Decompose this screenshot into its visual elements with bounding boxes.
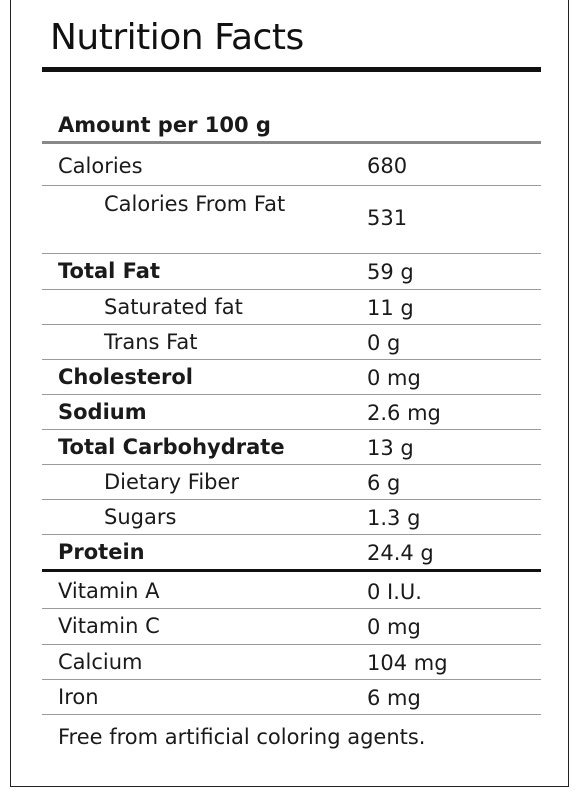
nutrient-value: 6 g: [367, 471, 401, 495]
nutrient-value: 680: [367, 154, 408, 178]
nutrient-name: Calories: [58, 154, 143, 178]
nutrient-table: Calories 680 Calories From Fat 531 Total…: [42, 144, 541, 715]
nutrient-row-calcium: Calcium 104 mg: [42, 645, 541, 680]
nutrient-row-total-fat: Total Fat 59 g: [42, 254, 541, 290]
nutrient-value: 24.4 g: [367, 541, 434, 565]
nutrient-row-sodium: Sodium 2.6 mg: [42, 395, 541, 430]
nutrient-name: Vitamin C: [58, 614, 160, 638]
nutrient-row-iron: Iron 6 mg: [42, 680, 541, 715]
nutrient-value: 0 I.U.: [367, 580, 422, 604]
nutrient-row-vitamin-a: Vitamin A 0 I.U.: [42, 572, 541, 609]
nutrition-label-border: [10, 0, 569, 787]
nutrient-name: Iron: [58, 685, 99, 709]
nutrient-value: 2.6 mg: [367, 401, 441, 425]
nutrient-row-calories-from-fat: Calories From Fat 531: [42, 186, 541, 254]
nutrient-name: Saturated fat: [104, 295, 243, 319]
amount-divider: [42, 141, 541, 144]
nutrient-row-trans-fat: Trans Fat 0 g: [42, 325, 541, 360]
nutrient-name: Trans Fat: [104, 330, 198, 354]
title-divider: [42, 67, 541, 72]
nutrient-value: 11 g: [367, 296, 414, 320]
nutrient-row-total-carbohydrate: Total Carbohydrate 13 g: [42, 430, 541, 465]
nutrient-name: Protein: [58, 540, 145, 564]
nutrient-name: Total Fat: [58, 259, 161, 283]
nutrient-name: Dietary Fiber: [104, 470, 240, 494]
nutrient-name: Calcium: [58, 650, 143, 674]
serving-amount: Amount per 100 g: [58, 113, 271, 137]
nutrient-name: Calories From Fat: [104, 192, 286, 216]
nutrient-row-calories: Calories 680: [42, 144, 541, 186]
label-title: Nutrition Facts: [50, 17, 304, 58]
nutrient-name: Vitamin A: [58, 579, 160, 603]
nutrient-name: Total Carbohydrate: [58, 435, 285, 459]
nutrient-value: 0 mg: [367, 366, 421, 390]
nutrient-value: 531: [367, 206, 408, 230]
nutrient-name: Sodium: [58, 400, 147, 424]
nutrient-value: 0 g: [367, 331, 401, 355]
nutrient-value: 6 mg: [367, 686, 421, 710]
nutrient-row-dietary-fiber: Dietary Fiber 6 g: [42, 465, 541, 500]
nutrient-row-vitamin-c: Vitamin C 0 mg: [42, 609, 541, 645]
nutrient-row-saturated-fat: Saturated fat 11 g: [42, 290, 541, 325]
nutrient-value: 13 g: [367, 436, 414, 460]
nutrient-name: Sugars: [104, 505, 177, 529]
nutrient-name: Cholesterol: [58, 365, 193, 389]
nutrient-row-cholesterol: Cholesterol 0 mg: [42, 360, 541, 395]
nutrient-row-sugars: Sugars 1.3 g: [42, 500, 541, 535]
nutrient-row-protein: Protein 24.4 g: [42, 535, 541, 572]
nutrient-value: 59 g: [367, 260, 414, 284]
footnote-text: Free from artificial coloring agents.: [58, 725, 426, 749]
nutrient-value: 0 mg: [367, 615, 421, 639]
nutrient-value: 104 mg: [367, 651, 448, 675]
nutrient-value: 1.3 g: [367, 506, 421, 530]
